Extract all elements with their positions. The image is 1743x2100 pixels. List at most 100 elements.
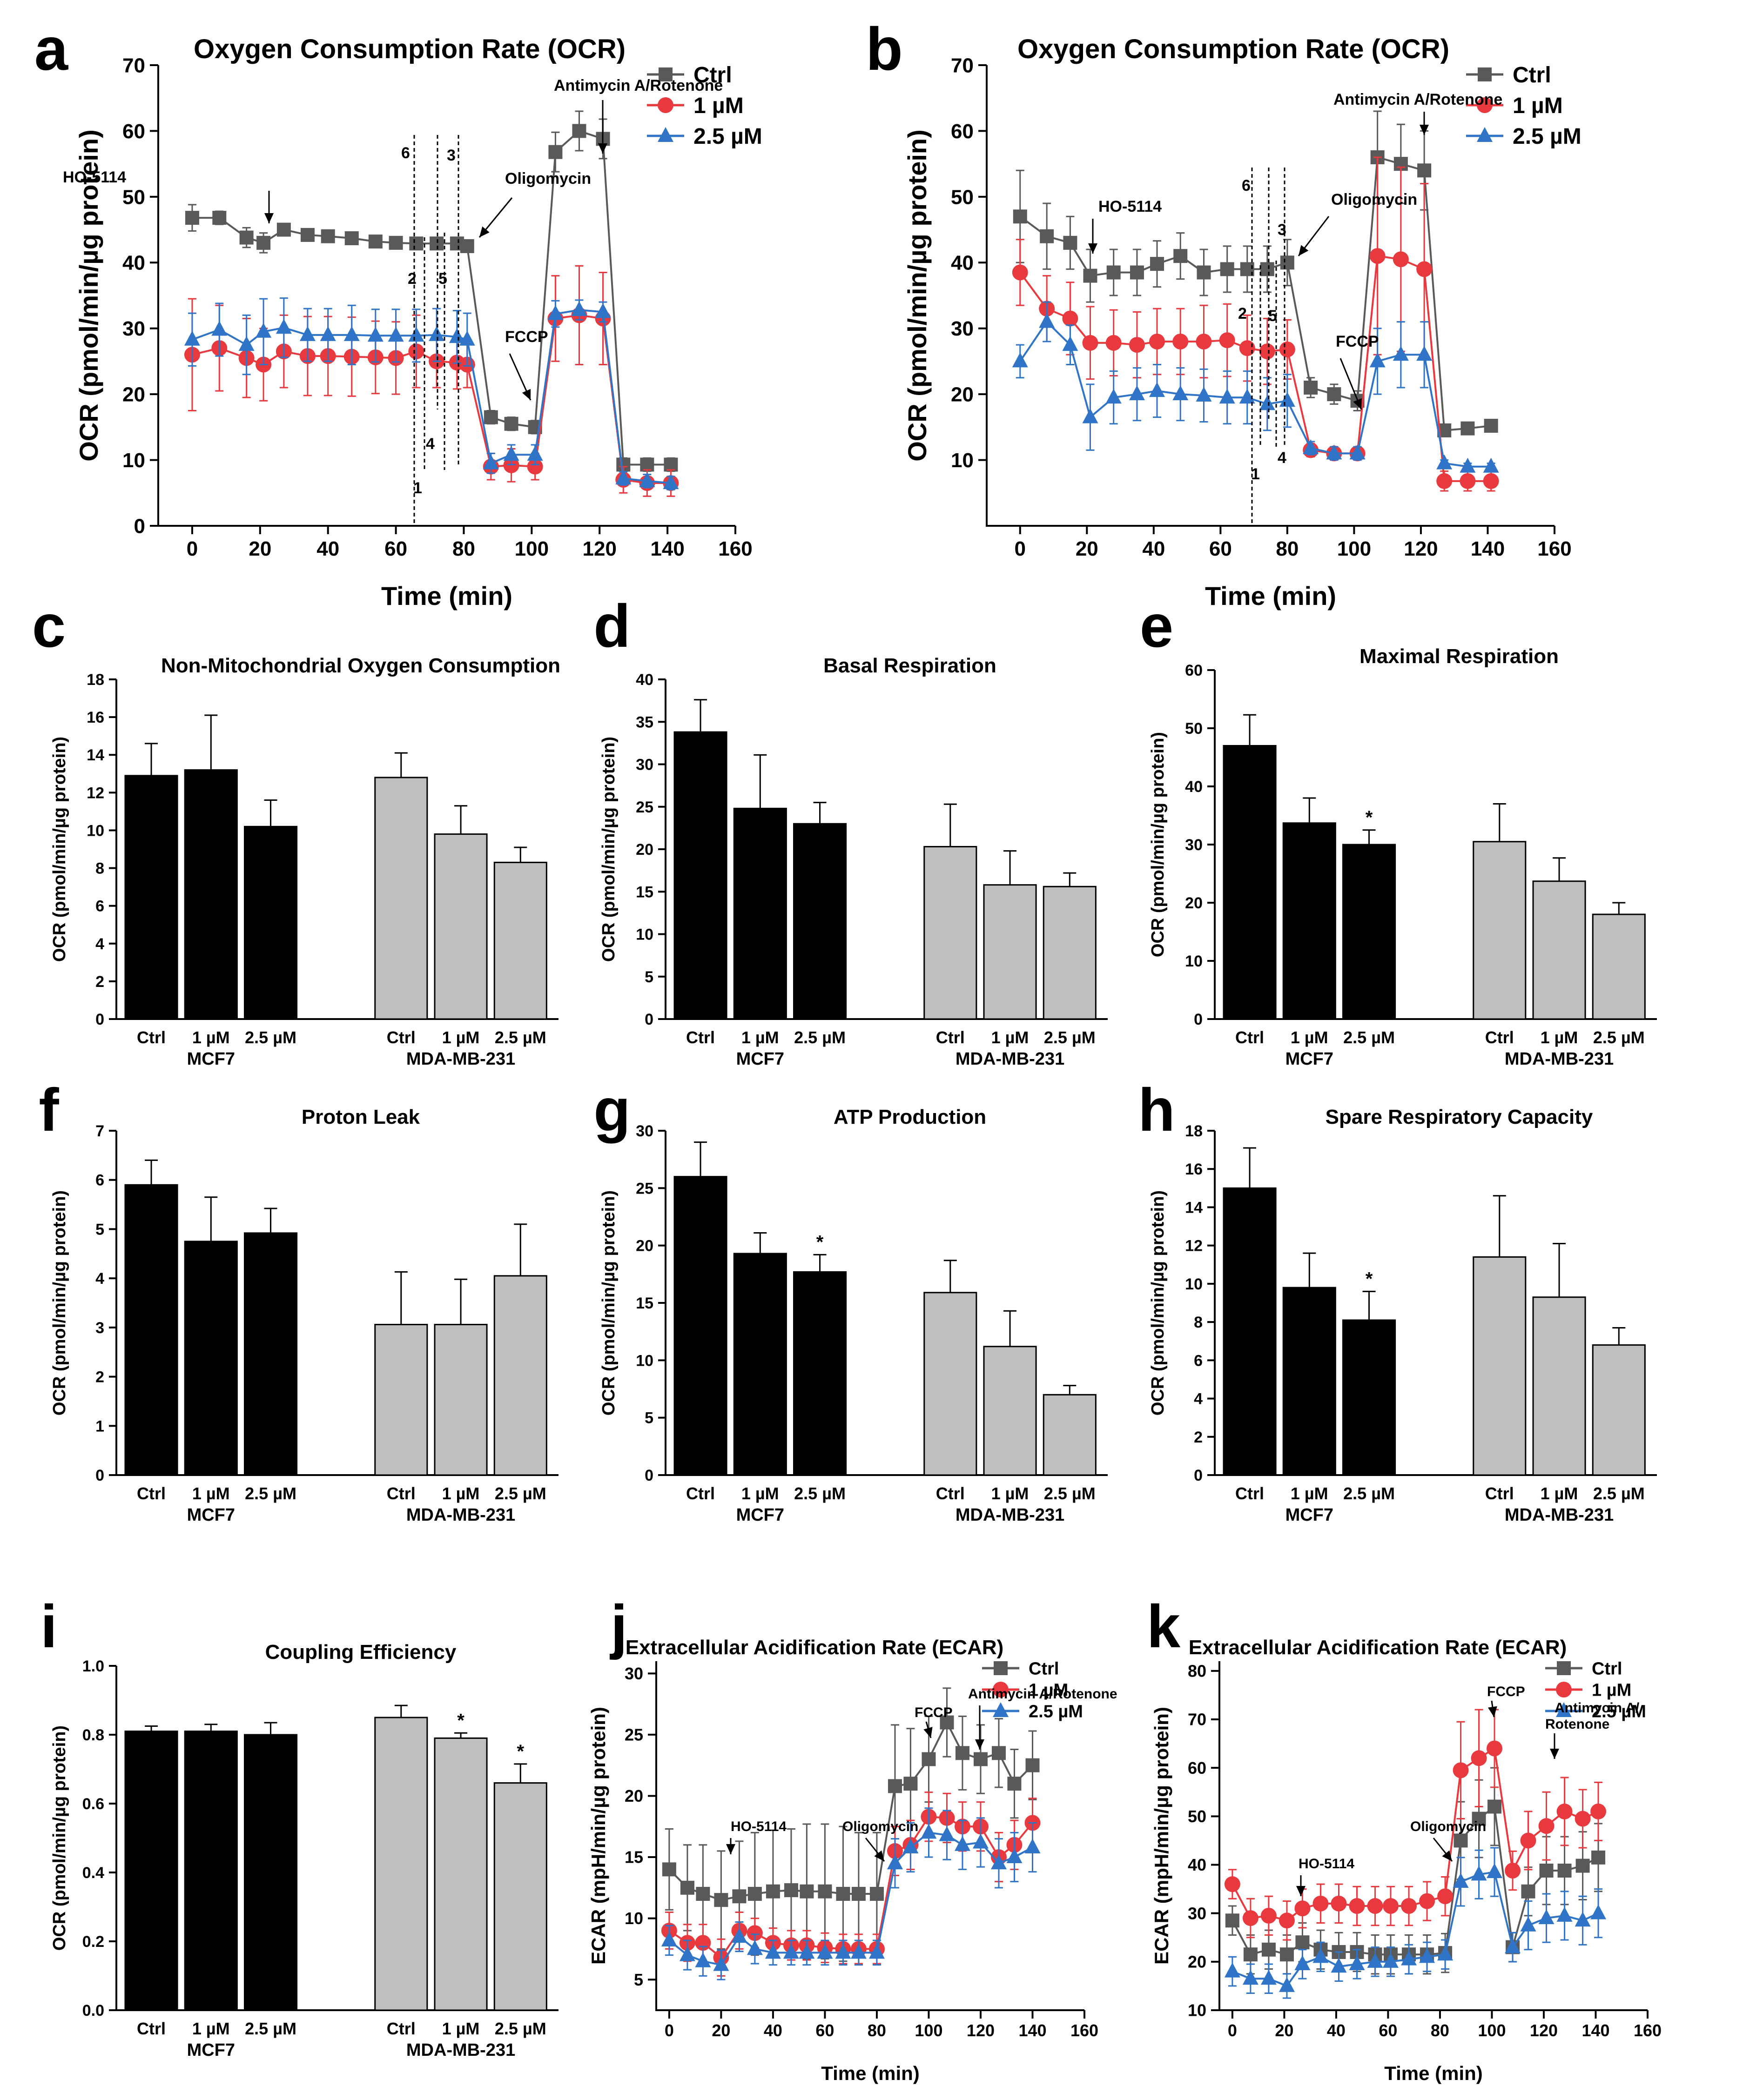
data-point bbox=[548, 145, 563, 159]
data-point bbox=[800, 1884, 814, 1899]
y-tick-label: 70 bbox=[951, 54, 974, 77]
data-point bbox=[817, 1944, 833, 1959]
bar bbox=[983, 884, 1037, 1020]
data-point bbox=[1040, 229, 1054, 243]
data-point bbox=[1149, 382, 1165, 397]
group-label: MDA-MB-231 bbox=[956, 1049, 1064, 1069]
data-point bbox=[1083, 268, 1097, 283]
annotation-label: 4 bbox=[1278, 449, 1286, 467]
data-point bbox=[367, 327, 384, 342]
data-point bbox=[1471, 1750, 1487, 1766]
data-point bbox=[1294, 1955, 1311, 1971]
panel-letter: h bbox=[1138, 1076, 1175, 1144]
data-point bbox=[992, 1746, 1006, 1760]
y-axis-label: OCR (pmol/min/µg protein) bbox=[599, 1190, 619, 1416]
y-tick-label: 4 bbox=[1194, 1390, 1203, 1408]
chart-title: Extracellular Acidification Rate (ECAR) bbox=[1189, 1636, 1567, 1659]
x-category-label: 2.5 µM bbox=[794, 1028, 846, 1047]
data-point bbox=[1505, 1938, 1521, 1953]
chart-c: c Non-Mitochondrial Oxygen Consumption 0 2 4… bbox=[32, 592, 560, 1069]
x-tick-label: 100 bbox=[1337, 537, 1371, 560]
y-axis-label: OCR (pmol/min/µg protein) bbox=[74, 129, 103, 462]
data-point bbox=[1279, 1912, 1295, 1929]
data-point bbox=[595, 303, 611, 318]
y-tick-label: 25 bbox=[625, 1725, 643, 1744]
data-point bbox=[1521, 1884, 1535, 1899]
data-point bbox=[185, 211, 199, 225]
legend-marker bbox=[1557, 1661, 1571, 1675]
legend-marker bbox=[1477, 127, 1493, 142]
panel-letter: j bbox=[609, 1592, 627, 1660]
x-tick-label: 80 bbox=[1431, 2021, 1449, 2040]
data-point bbox=[1261, 1942, 1276, 1957]
y-tick-label: 0 bbox=[1194, 1011, 1203, 1028]
group-label: MDA-MB-231 bbox=[1505, 1505, 1614, 1525]
annotation-label: 5 bbox=[1268, 307, 1277, 325]
group-label: MCF7 bbox=[187, 1505, 235, 1525]
bar bbox=[434, 1324, 488, 1476]
arrow-head bbox=[1487, 1706, 1497, 1717]
data-point bbox=[368, 235, 383, 249]
x-tick-label: 80 bbox=[452, 537, 475, 560]
x-category-label: Ctrl bbox=[1485, 1484, 1514, 1503]
data-point bbox=[1393, 251, 1409, 268]
x-category-label: 2.5 µM bbox=[1044, 1028, 1096, 1047]
data-point bbox=[972, 1833, 989, 1849]
data-point bbox=[484, 410, 498, 424]
series-line bbox=[192, 130, 671, 466]
series-line bbox=[668, 1720, 1033, 1901]
data-point bbox=[211, 321, 228, 336]
bar bbox=[733, 1253, 787, 1476]
data-point bbox=[696, 1887, 710, 1901]
y-tick-label: 60 bbox=[1185, 662, 1203, 679]
series-2 bbox=[1224, 1847, 1607, 1999]
annotation-label: HO-5114 bbox=[63, 168, 126, 186]
data-point bbox=[572, 124, 586, 138]
bar bbox=[1473, 1256, 1527, 1476]
data-point bbox=[1106, 265, 1121, 280]
x-category-label: 1 µM bbox=[442, 1484, 480, 1503]
series-1 bbox=[1012, 156, 1499, 492]
chart-g: g ATP Production 0 5 10 15 20 25 30 OCR (pmol/min… bbox=[593, 1076, 1108, 1525]
chart-e: e Maximal Respiration 0 10 20 30 40 50 60 OCR (pm… bbox=[1140, 592, 1657, 1069]
chart-title: Extracellular Acidification Rate (ECAR) bbox=[626, 1636, 1004, 1659]
legend-marker bbox=[994, 1661, 1008, 1675]
y-tick-label: 25 bbox=[636, 798, 653, 816]
arrow-head bbox=[1353, 398, 1362, 409]
data-point bbox=[1219, 389, 1235, 404]
data-point bbox=[661, 1932, 677, 1946]
x-axis-label: Time (min) bbox=[1205, 581, 1336, 611]
series-2 bbox=[184, 297, 679, 490]
data-point bbox=[1575, 1858, 1590, 1873]
bar bbox=[244, 1734, 298, 2011]
series-1 bbox=[184, 265, 679, 497]
data-point bbox=[1006, 1848, 1023, 1864]
data-point bbox=[212, 211, 227, 225]
y-axis-label: OCR (pmol/min/µg protein) bbox=[599, 737, 619, 962]
x-category-label: 2.5 µM bbox=[1593, 1484, 1645, 1503]
x-category-label: 2.5 µM bbox=[495, 2019, 546, 2038]
bar bbox=[244, 825, 298, 1020]
x-tick-label: 120 bbox=[967, 2021, 995, 2040]
y-tick-label: 16 bbox=[87, 709, 104, 726]
data-point bbox=[1416, 346, 1433, 361]
group-label: MCF7 bbox=[1285, 1049, 1333, 1069]
bar bbox=[374, 1324, 428, 1476]
legend-label: 1 µM bbox=[1029, 1680, 1068, 1700]
annotation-label: 6 bbox=[401, 144, 410, 162]
y-tick-label: 40 bbox=[951, 252, 974, 275]
bar bbox=[793, 823, 847, 1020]
x-category-label: 2.5 µM bbox=[1044, 1484, 1096, 1503]
data-point bbox=[939, 1826, 955, 1841]
data-point bbox=[1259, 395, 1275, 410]
x-tick-label: 140 bbox=[1581, 2021, 1609, 2040]
x-axis-label: Time (min) bbox=[381, 581, 512, 611]
data-point bbox=[1129, 337, 1145, 353]
data-point bbox=[714, 1893, 728, 1907]
panel-letter: e bbox=[1140, 592, 1173, 660]
series-0 bbox=[185, 110, 678, 472]
data-point bbox=[1487, 1799, 1502, 1814]
series-2 bbox=[661, 1807, 1041, 1980]
legend-label: 1 µM bbox=[1592, 1680, 1631, 1700]
data-point bbox=[1062, 310, 1078, 327]
